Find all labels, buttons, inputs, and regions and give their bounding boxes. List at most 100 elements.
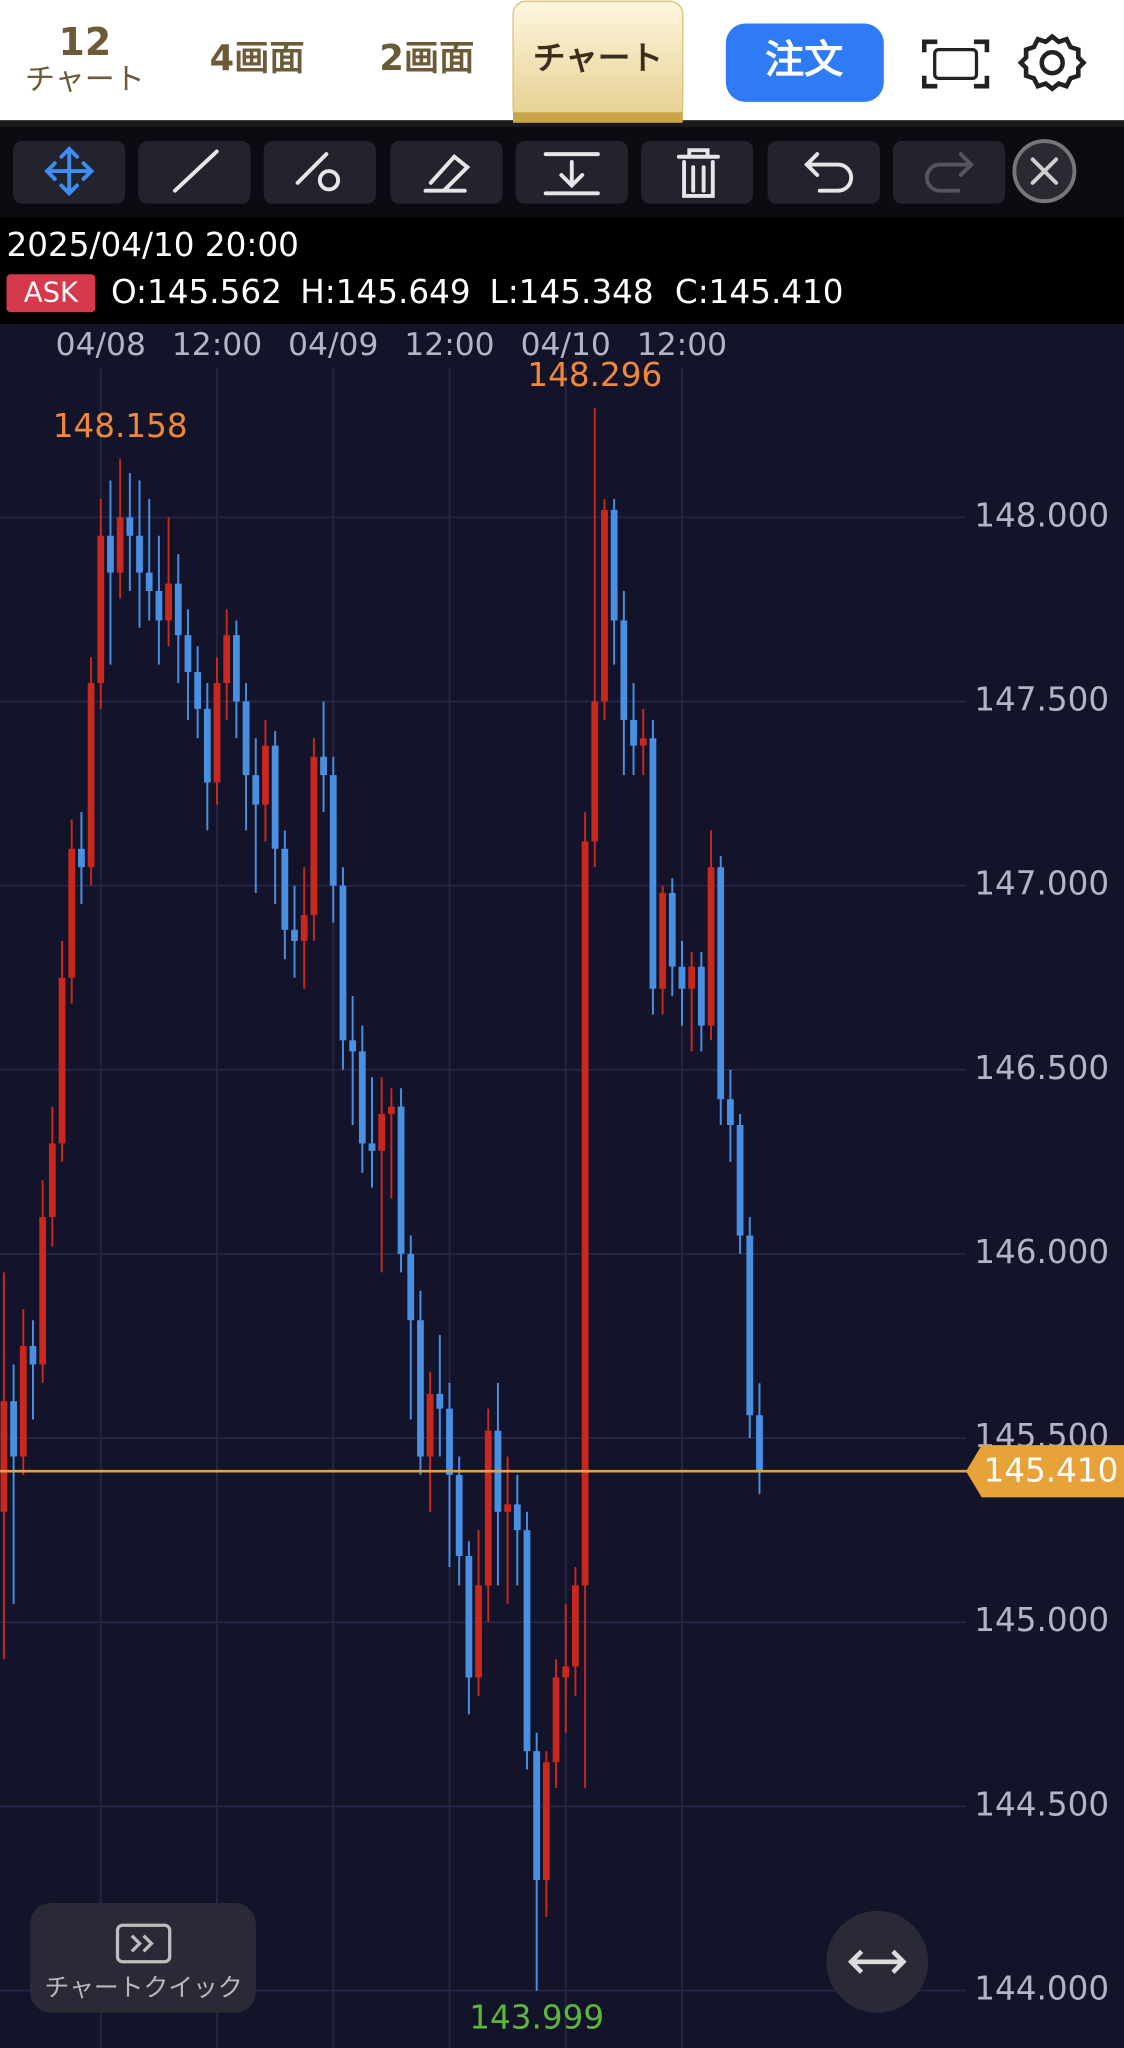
side-badge [6,274,96,313]
candle-body [281,848,289,930]
candle-body [465,1555,473,1678]
overlay: 04/08 12:00 04/09 12:00 04/10 12:00 144.000 144… [0,327,1124,2037]
candle-body [504,1504,512,1512]
candle-body [242,701,250,776]
candle-body [610,509,618,621]
candle-body [232,635,240,702]
candle-body [397,1106,405,1254]
interval-label[interactable]: チャート [25,62,145,97]
candle-body [10,1401,17,1457]
candle-body [542,1762,550,1881]
candle-body [562,1666,570,1678]
quick-button-label[interactable]: チャートクイック [45,1973,243,2002]
x-tick-label: 12:00 [404,327,494,363]
candle-body [455,1474,463,1556]
candle-body [87,683,95,868]
settings-icon[interactable] [1017,33,1087,92]
candle-body [349,1040,357,1052]
x-tick-label: 04/08 [56,327,146,363]
x-tick-label: 12:00 [637,327,727,363]
order-button-label[interactable]: 注文 [765,38,844,83]
x-tick-label: 04/09 [288,327,378,363]
side-label: ASK [24,277,79,308]
candle-body [601,509,608,702]
scroll-icon [847,1949,907,1974]
candle-body [291,929,298,941]
candle-body [262,745,269,805]
datetime: 2025/04/10 20:00 [7,226,299,264]
candle-body [417,1320,424,1457]
candle-body [39,1217,47,1365]
candle-body [203,708,211,783]
candle-body [0,1401,8,1512]
candle-body [581,841,589,1586]
candle-body [736,1125,744,1236]
tool-delete[interactable] [640,141,754,204]
order-button[interactable] [725,23,884,102]
candle-body [184,635,192,673]
candle-body [116,517,124,573]
candle-body [145,572,153,591]
candle-body [300,915,308,941]
tool-undo[interactable] [767,141,880,204]
tab[interactable]: 4画面 [210,38,305,79]
candle-body [223,635,231,684]
candle-body [513,1504,521,1531]
y-tick-label: 146.500 [974,1049,1109,1087]
candle-body [48,1143,56,1218]
tool-eraser[interactable] [390,141,503,204]
toolbar-icons [44,139,1077,204]
candle-body [659,892,666,989]
candle-body [19,1346,27,1457]
tab[interactable]: 2画面 [379,38,474,79]
candle-body [407,1253,415,1321]
ohlc-open: O:145.562 [111,273,282,311]
candle-body [746,1235,754,1416]
x-tick-label: 04/10 [521,327,611,363]
ohlc-high: H:145.649 [300,273,470,311]
candle-body [484,1430,492,1586]
tool-line-settings[interactable] [263,141,376,204]
landscape-icon[interactable] [921,39,990,89]
y-tick-label: 144.500 [974,1785,1109,1823]
candle-body [678,966,686,989]
candle-body [368,1143,376,1151]
candle-body [707,867,715,1026]
candle-body [339,885,347,1041]
info-bg [0,218,1124,324]
candle-body [727,1099,734,1126]
candle-body [58,977,66,1144]
y-tick-label: 148.000 [974,496,1109,534]
low-label: 143.999 [469,1999,604,2037]
tab-active[interactable]: チャート [533,39,663,77]
candle-body [378,1113,386,1151]
candle-body [639,738,647,746]
candle-body [320,756,327,776]
y-tick-label: 145.000 [974,1601,1109,1639]
quick-icon-arrows [130,1934,154,1953]
y-tick-label: 147.500 [974,680,1109,718]
candle-body [649,738,657,989]
tool-redo[interactable] [892,141,1006,204]
candles [0,408,763,1991]
price-tag [966,1445,1124,1498]
candle-body [358,1051,366,1144]
quick-button[interactable] [30,1903,256,2013]
y-tick-label: 144.000 [974,1970,1109,2008]
y-tick-label: 146.000 [974,1233,1109,1271]
y-tick-label: 147.000 [974,865,1109,903]
candle-body [194,672,202,709]
price-tag-label: 145.410 [983,1452,1118,1490]
header-divider [0,120,1124,127]
candle-body [155,590,163,621]
candle-body [310,756,318,916]
candle-body [174,583,182,636]
candle-body [552,1677,560,1763]
candle-body [426,1393,434,1457]
candle-body [523,1530,531,1752]
interval-number[interactable]: 12 [59,20,112,64]
candle-body [620,620,628,720]
candle-body [107,535,114,573]
